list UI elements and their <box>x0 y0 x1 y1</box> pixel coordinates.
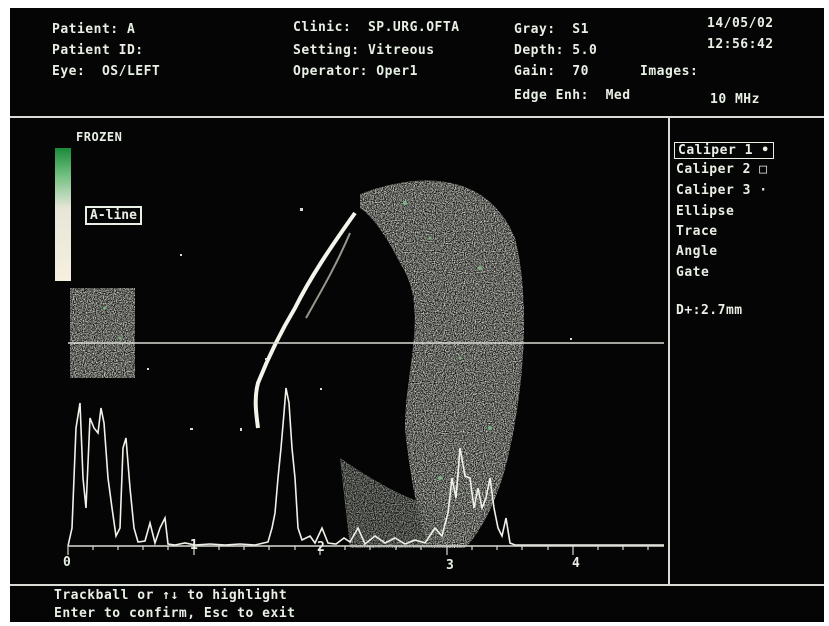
time-field: 12:56:42 <box>707 37 774 52</box>
footer-instruction-1: Trackball or ↑↓ to highlight <box>54 588 288 603</box>
footer-instruction-2: Enter to confirm, Esc to exit <box>54 606 296 621</box>
edge-enhancement-field: Edge Enh: Med <box>514 88 631 103</box>
patient-name: Patient: A <box>52 22 136 37</box>
images-field: Images: <box>640 64 699 79</box>
membrane-echo <box>253 211 357 429</box>
eye-field: Eye: OS/LEFT <box>52 64 161 79</box>
frequency-field: 10 MHz <box>710 92 760 107</box>
date-field: 14/05/02 <box>707 16 774 31</box>
menu-item-gate[interactable]: Gate <box>676 265 710 280</box>
clinic-field: Clinic: SP.URG.OFTA <box>293 20 460 35</box>
noise-speckle <box>147 208 572 431</box>
ultrasound-screen: Patient: A Patient ID: Eye: OS/LEFT Clin… <box>10 8 824 622</box>
menu-item-trace[interactable]: Trace <box>676 224 718 239</box>
menu-item-caliper-2[interactable]: Caliper 2 □ <box>676 162 768 177</box>
anterior-echo <box>70 288 135 378</box>
axis-tick-1: 1 <box>190 538 199 553</box>
measurement-readout: D+:2.7mm <box>676 303 743 318</box>
operator-field: Operator: Oper1 <box>293 64 418 79</box>
depth-axis-ticks <box>67 546 649 555</box>
frozen-status: FROZEN <box>76 130 123 144</box>
footer-divider <box>10 584 824 586</box>
menu-divider <box>668 116 670 586</box>
menu-item-caliper-1[interactable]: Caliper 1 • <box>674 142 774 159</box>
a-scan-trace <box>67 387 664 547</box>
axis-tick-2: 2 <box>317 540 326 555</box>
green-speckle <box>103 201 492 480</box>
setting-field: Setting: Vitreous <box>293 43 435 58</box>
a-line-label[interactable]: A-line <box>85 206 142 225</box>
patient-id: Patient ID: <box>52 43 144 58</box>
menu-item-angle[interactable]: Angle <box>676 244 718 259</box>
menu-item-caliper-3[interactable]: Caliper 3 · <box>676 183 768 198</box>
gain-field: Gain: 70 <box>514 64 589 79</box>
membrane-echo-inner <box>305 232 351 319</box>
axis-tick-3: 3 <box>446 558 455 573</box>
gray-field: Gray: S1 <box>514 22 589 37</box>
ultrasound-image <box>67 180 664 555</box>
header-divider <box>10 116 824 118</box>
depth-field: Depth: 5.0 <box>514 43 598 58</box>
grayscale-bar <box>55 148 71 281</box>
menu-item-ellipse[interactable]: Ellipse <box>676 204 735 219</box>
retinal-echo <box>340 180 525 548</box>
axis-tick-4: 4 <box>572 556 581 571</box>
axis-tick-0: 0 <box>63 555 72 570</box>
